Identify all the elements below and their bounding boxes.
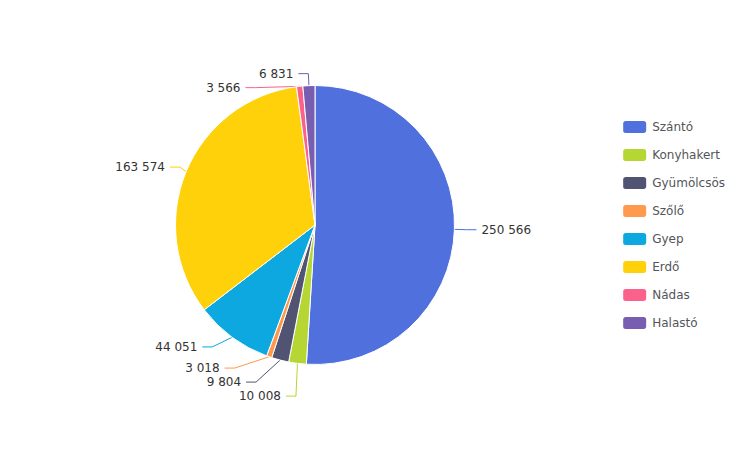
- svg-text:Gyümölcsös: Gyümölcsös: [652, 176, 725, 190]
- svg-text:Szőlő: Szőlő: [652, 204, 684, 218]
- svg-text:Szántó: Szántó: [652, 120, 693, 134]
- svg-text:Halastó: Halastó: [652, 316, 697, 330]
- svg-text:3 566: 3 566: [206, 81, 240, 95]
- svg-text:9 804: 9 804: [207, 375, 241, 389]
- svg-text:Nádas: Nádas: [652, 288, 690, 302]
- svg-text:163 574: 163 574: [115, 160, 165, 174]
- svg-text:Konyhakert: Konyhakert: [652, 148, 720, 162]
- svg-text:3 018: 3 018: [185, 361, 219, 375]
- svg-text:Erdő: Erdő: [652, 260, 679, 274]
- svg-text:10 008: 10 008: [239, 389, 281, 403]
- svg-text:250 566: 250 566: [481, 223, 531, 237]
- svg-text:6 831: 6 831: [259, 67, 293, 81]
- svg-text:44 051: 44 051: [155, 340, 197, 354]
- svg-text:Gyep: Gyep: [652, 232, 683, 246]
